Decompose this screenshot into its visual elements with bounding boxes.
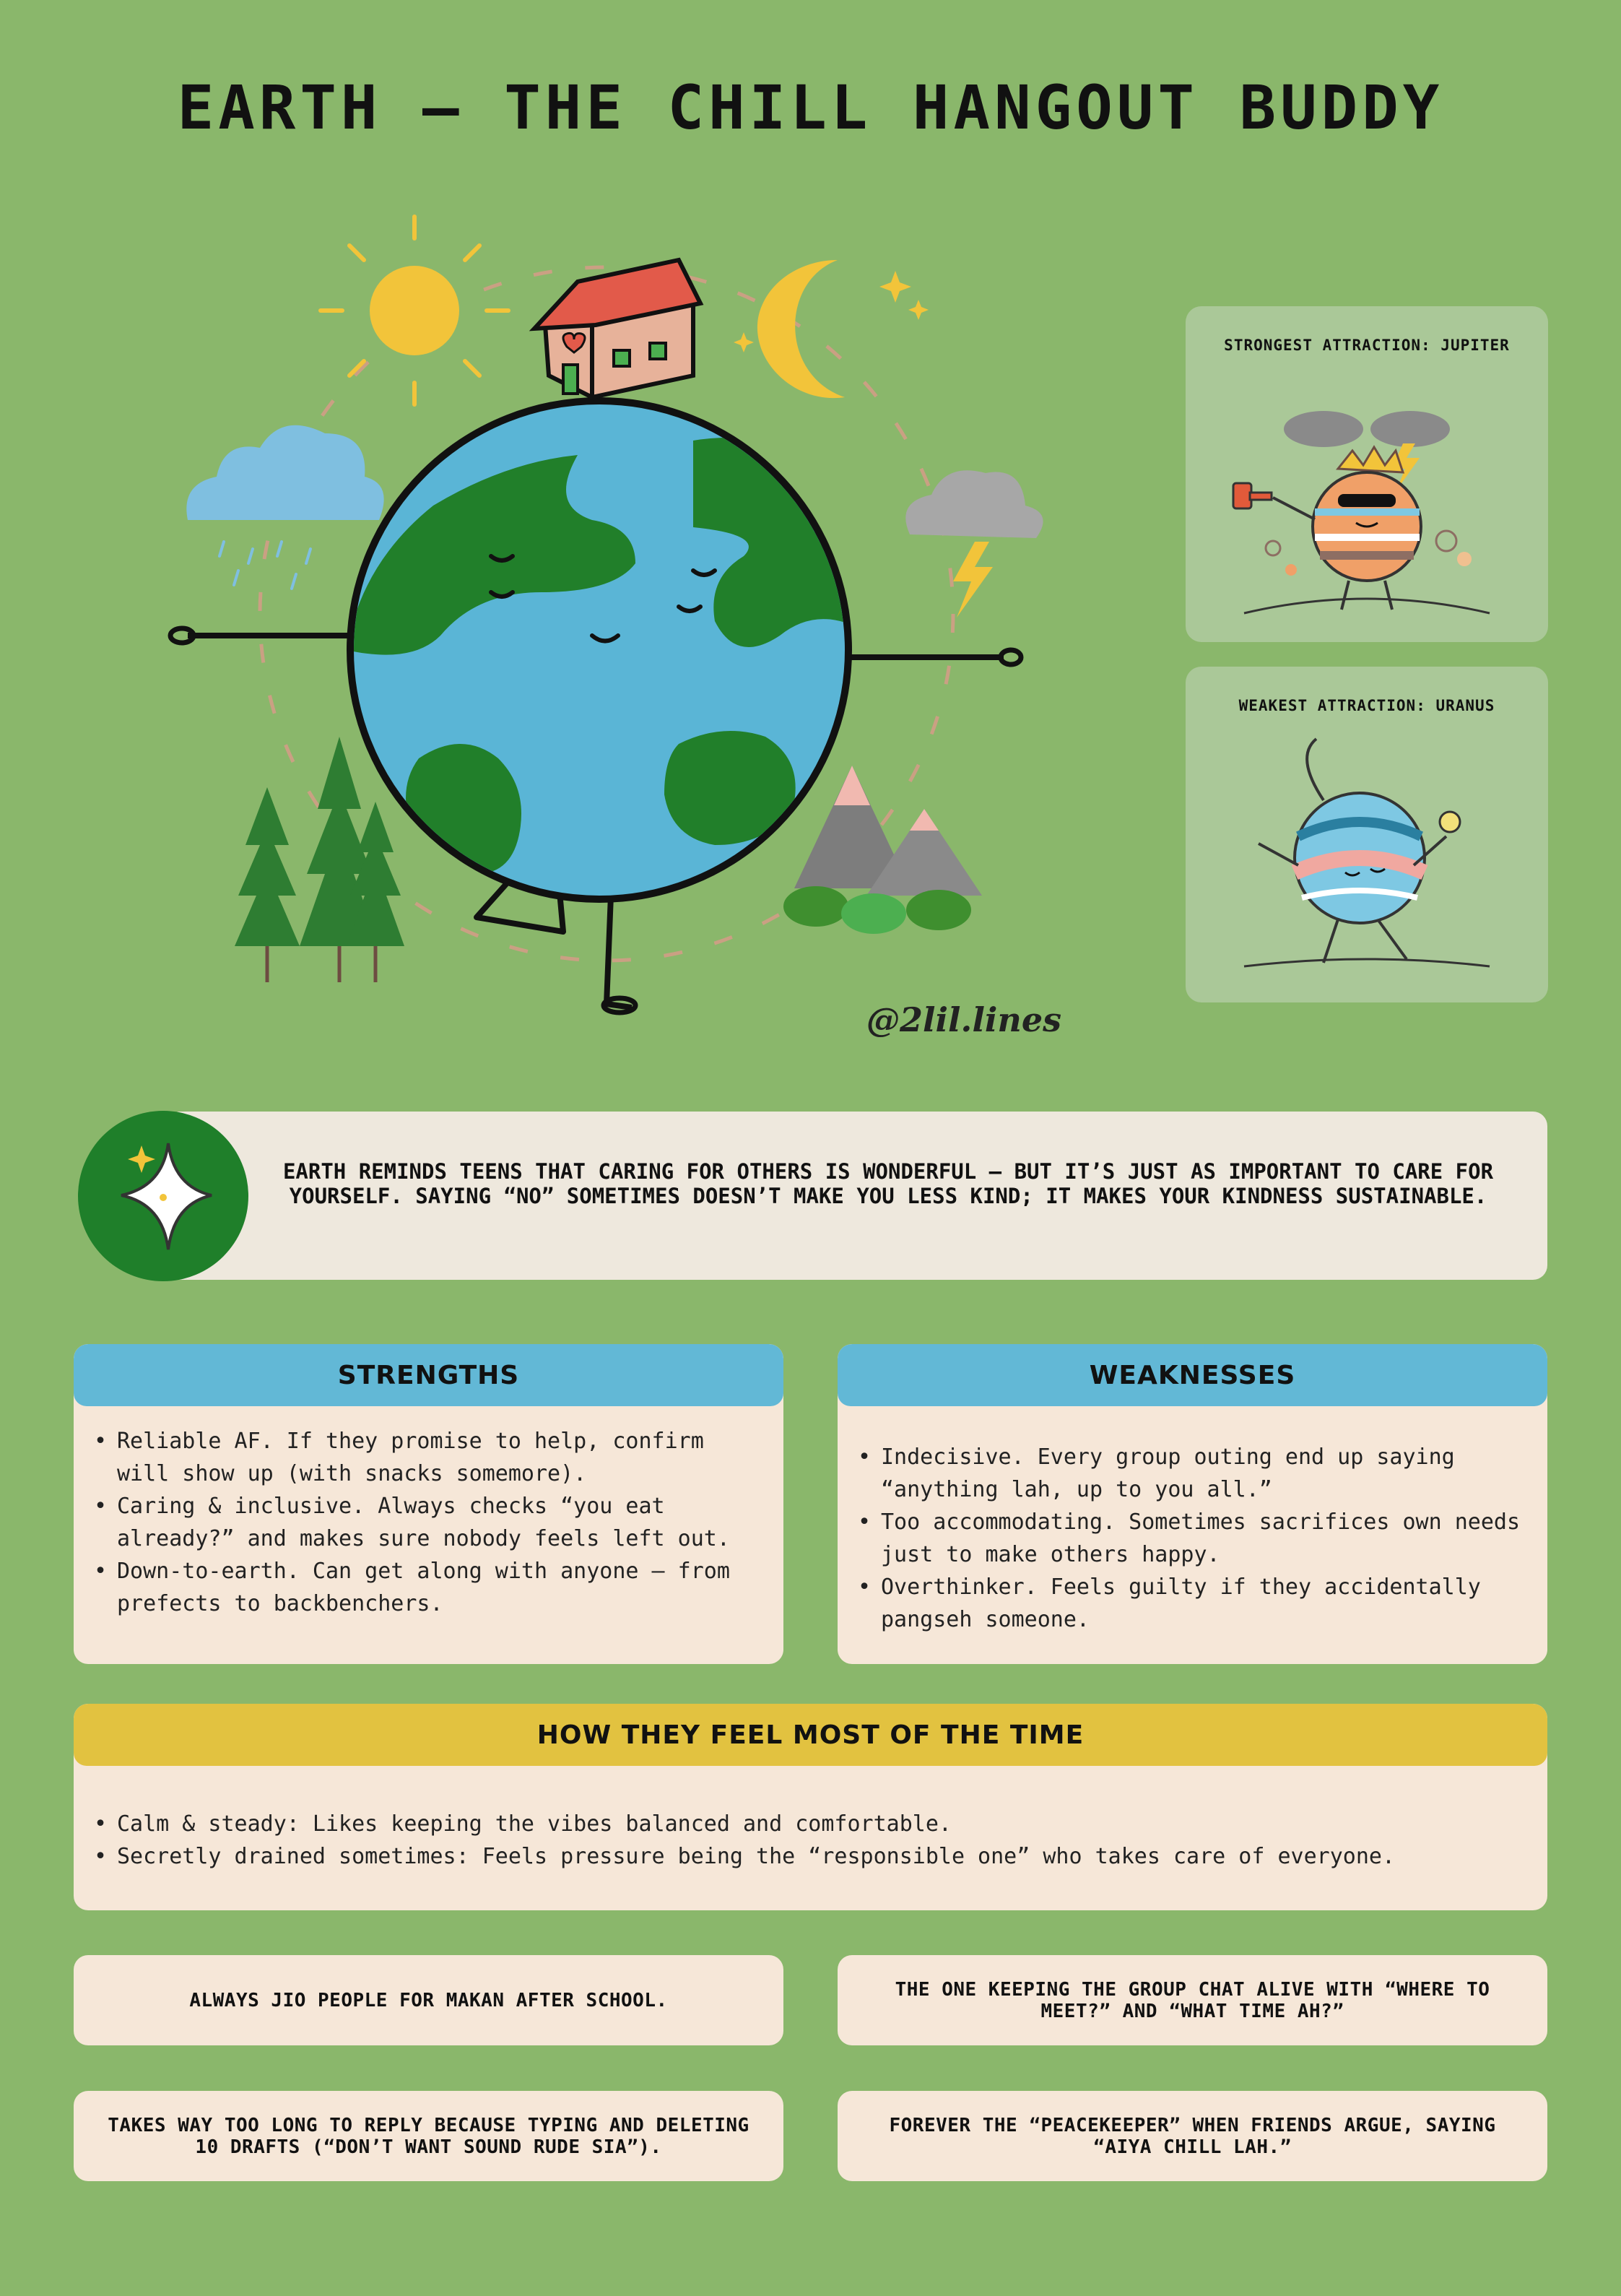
strengths-heading: STRENGTHS	[74, 1344, 783, 1406]
weakest-attraction-card: WEAKEST ATTRACTION: URANUS	[1186, 667, 1548, 1002]
earth-illustration	[168, 215, 1043, 1015]
list-item: Calm & steady: Likes keeping the vibes b…	[94, 1808, 1526, 1840]
sun-icon	[318, 215, 510, 407]
list-item: Down-to-earth. Can get along with anyone…	[94, 1555, 762, 1620]
list-item: Reliable AF. If they promise to help, co…	[94, 1425, 762, 1490]
strongest-attraction-label: STRONGEST ATTRACTION: JUPITER	[1224, 337, 1510, 354]
strengths-list: Reliable AF. If they promise to help, co…	[74, 1425, 783, 1620]
note-card: THE ONE KEEPING THE GROUP CHAT ALIVE WIT…	[838, 1955, 1547, 2045]
feelings-list: Calm & steady: Likes keeping the vibes b…	[74, 1808, 1547, 1873]
feelings-heading: HOW THEY FEEL MOST OF THE TIME	[74, 1704, 1547, 1766]
page-title: EARTH – THE CHILL HANGOUT BUDDY	[177, 72, 1444, 143]
note-card: TAKES WAY TOO LONG TO REPLY BECAUSE TYPI…	[74, 2091, 783, 2181]
watermark: @2lil.lines	[866, 1000, 1062, 1039]
list-item: Too accommodating. Sometimes sacrifices …	[858, 1506, 1526, 1571]
list-item: Caring & inclusive. Always checks “you e…	[94, 1490, 762, 1555]
house-icon	[529, 257, 704, 401]
strengths-card: STRENGTHS Reliable AF. If they promise t…	[74, 1344, 783, 1664]
mountains-icon	[783, 766, 982, 934]
sparkle-icon	[121, 1143, 212, 1250]
note-card: ALWAYS JIO PEOPLE FOR MAKAN AFTER SCHOOL…	[74, 1955, 783, 2045]
list-item: Overthinker. Feels guilty if they accide…	[858, 1571, 1526, 1636]
moon-icon	[757, 260, 845, 399]
jupiter-icon	[1232, 411, 1490, 615]
list-item: Secretly drained sometimes: Feels pressu…	[94, 1840, 1526, 1873]
note-card: FOREVER THE “PEACEKEEPER” WHEN FRIENDS A…	[838, 2091, 1547, 2181]
weaknesses-card: WEAKNESSES Indecisive. Every group outin…	[838, 1344, 1547, 1664]
uranus-icon	[1243, 737, 1490, 968]
quote-text: EARTH REMINDS TEENS THAT CARING FOR OTHE…	[282, 1159, 1494, 1208]
rain-cloud-icon	[186, 425, 384, 590]
storm-cloud-icon	[905, 470, 1043, 618]
weaknesses-list: Indecisive. Every group outing end up sa…	[838, 1441, 1547, 1636]
weaknesses-heading: WEAKNESSES	[838, 1344, 1547, 1406]
strongest-attraction-card: STRONGEST ATTRACTION: JUPITER	[1186, 306, 1548, 642]
sparkle-badge	[78, 1111, 248, 1281]
trees-icon	[235, 737, 404, 982]
quote-box	[166, 1112, 1547, 1280]
list-item: Indecisive. Every group outing end up sa…	[858, 1441, 1526, 1506]
feelings-card: HOW THEY FEEL MOST OF THE TIME Calm & st…	[74, 1704, 1547, 1910]
weakest-attraction-label: WEAKEST ATTRACTION: URANUS	[1238, 697, 1495, 714]
